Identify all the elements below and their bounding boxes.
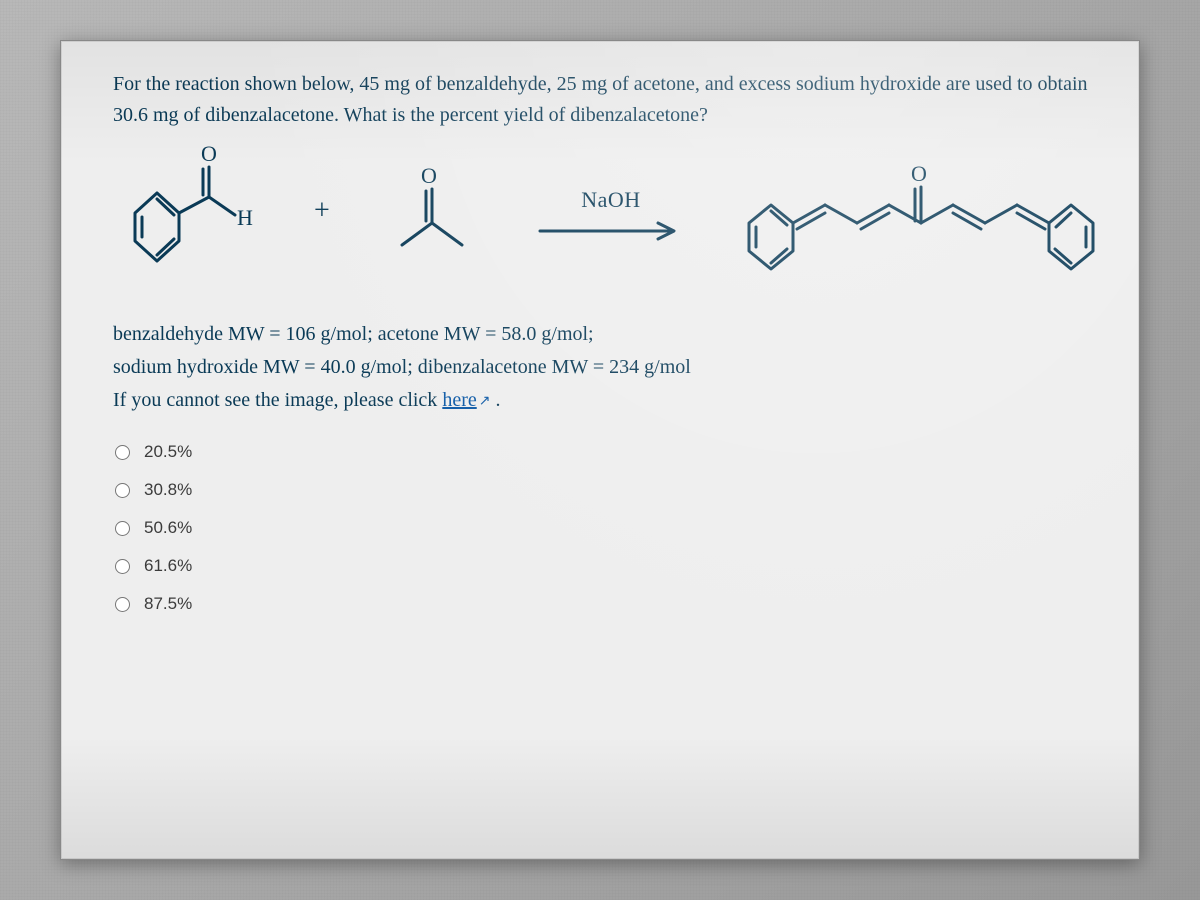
reaction-scheme: O H + O NaOH (113, 141, 1099, 301)
atom-label-o: O (421, 163, 437, 188)
choice-row[interactable]: 61.6% (115, 556, 1099, 576)
reagent-label: NaOH (581, 187, 640, 213)
mw-line-1: benzaldehyde MW = 106 g/mol; acetone MW … (113, 323, 1099, 346)
choice-label: 50.6% (144, 518, 192, 538)
atom-label-o: O (201, 141, 217, 166)
mw-line-2: sodium hydroxide MW = 40.0 g/mol; dibenz… (113, 356, 1099, 379)
choice-label: 20.5% (144, 442, 192, 462)
atom-label-h: H (237, 205, 253, 230)
structure-dibenzalacetone: O (735, 141, 1095, 301)
choice-radio-1[interactable] (115, 483, 130, 498)
reaction-arrow: NaOH (536, 187, 686, 243)
plus-sign: + (314, 195, 330, 227)
choice-row[interactable]: 50.6% (115, 518, 1099, 538)
choice-row[interactable]: 20.5% (115, 442, 1099, 462)
choice-radio-0[interactable] (115, 445, 130, 460)
image-help-link[interactable]: here (442, 389, 476, 411)
structure-benzaldehyde: O H (117, 141, 267, 301)
arrow-icon (536, 219, 686, 243)
question-card: For the reaction shown below, 45 mg of b… (60, 40, 1140, 860)
choice-label: 87.5% (144, 594, 192, 614)
choice-label: 30.8% (144, 480, 192, 500)
choice-radio-2[interactable] (115, 521, 130, 536)
help-suffix: . (490, 389, 500, 411)
choice-radio-3[interactable] (115, 559, 130, 574)
question-prompt: For the reaction shown below, 45 mg of b… (113, 69, 1099, 131)
external-link-icon: ↗ (479, 394, 491, 409)
answer-choices: 20.5% 30.8% 50.6% 61.6% 87.5% (115, 442, 1099, 614)
help-prefix: If you cannot see the image, please clic… (113, 389, 442, 411)
choice-label: 61.6% (144, 556, 192, 576)
image-help-line: If you cannot see the image, please clic… (113, 389, 1099, 412)
help-link-text: here (442, 389, 476, 411)
choice-row[interactable]: 30.8% (115, 480, 1099, 500)
choice-radio-4[interactable] (115, 597, 130, 612)
structure-acetone: O (377, 161, 487, 281)
choice-row[interactable]: 87.5% (115, 594, 1099, 614)
atom-label-o: O (911, 161, 927, 186)
